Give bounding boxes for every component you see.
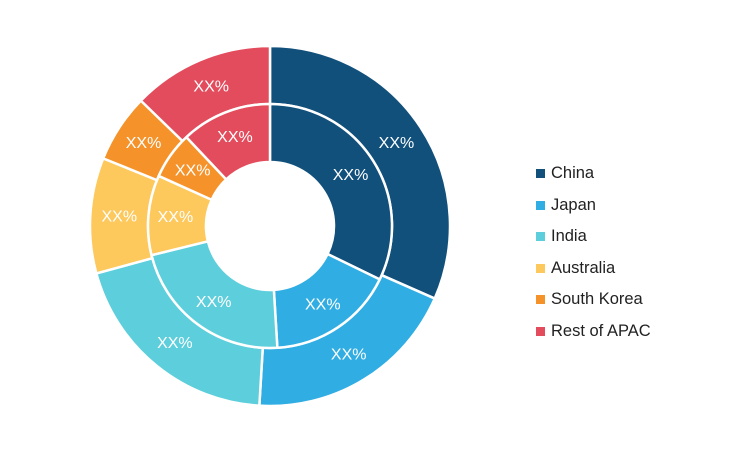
outer-slice-label-rest-of-apac: XX%: [193, 78, 229, 95]
outer-slice-label-china: XX%: [379, 135, 415, 152]
legend-swatch-india: [536, 232, 545, 242]
inner-slice-label-japan: XX%: [305, 296, 341, 313]
legend-item-south-korea: South Korea: [536, 284, 651, 316]
legend-item-india: India: [536, 221, 651, 253]
inner-slice-india: [150, 240, 279, 350]
legend-item-rest-of-apac: Rest of APAC: [536, 316, 651, 348]
inner-slice-label-china: XX%: [333, 167, 369, 184]
legend-label-china: China: [551, 164, 595, 183]
outer-slice-label-japan: XX%: [331, 346, 367, 363]
outer-slice-label-south-korea: XX%: [126, 135, 162, 152]
legend-label-india: India: [551, 227, 587, 246]
legend-item-japan: Japan: [536, 190, 651, 222]
legend-item-australia: Australia: [536, 253, 651, 285]
legend-label-australia: Australia: [551, 258, 616, 277]
legend-label-japan: Japan: [551, 195, 596, 214]
legend-swatch-china: [536, 169, 545, 179]
legend-label-rest-of-apac: Rest of APAC: [551, 321, 651, 340]
legend-swatch-australia: [536, 263, 545, 273]
legend-label-south-korea: South Korea: [551, 290, 643, 309]
outer-slice-label-india: XX%: [157, 335, 193, 352]
legend-item-china: China: [536, 158, 651, 190]
legend-swatch-south-korea: [536, 295, 545, 305]
inner-slice-label-india: XX%: [196, 294, 232, 311]
outer-slice-label-australia: XX%: [101, 209, 137, 226]
inner-slice-rest-of-apac: [185, 102, 272, 181]
inner-slice-label-australia: XX%: [158, 209, 194, 226]
legend-swatch-rest-of-apac: [536, 326, 545, 336]
inner-slice-label-rest-of-apac: XX%: [217, 129, 253, 146]
legend-swatch-japan: [536, 200, 545, 210]
inner-slice-label-south-korea: XX%: [175, 162, 211, 179]
inner-slice-china: [268, 102, 394, 281]
chart-legend: China Japan India Australia South Korea …: [536, 158, 651, 347]
